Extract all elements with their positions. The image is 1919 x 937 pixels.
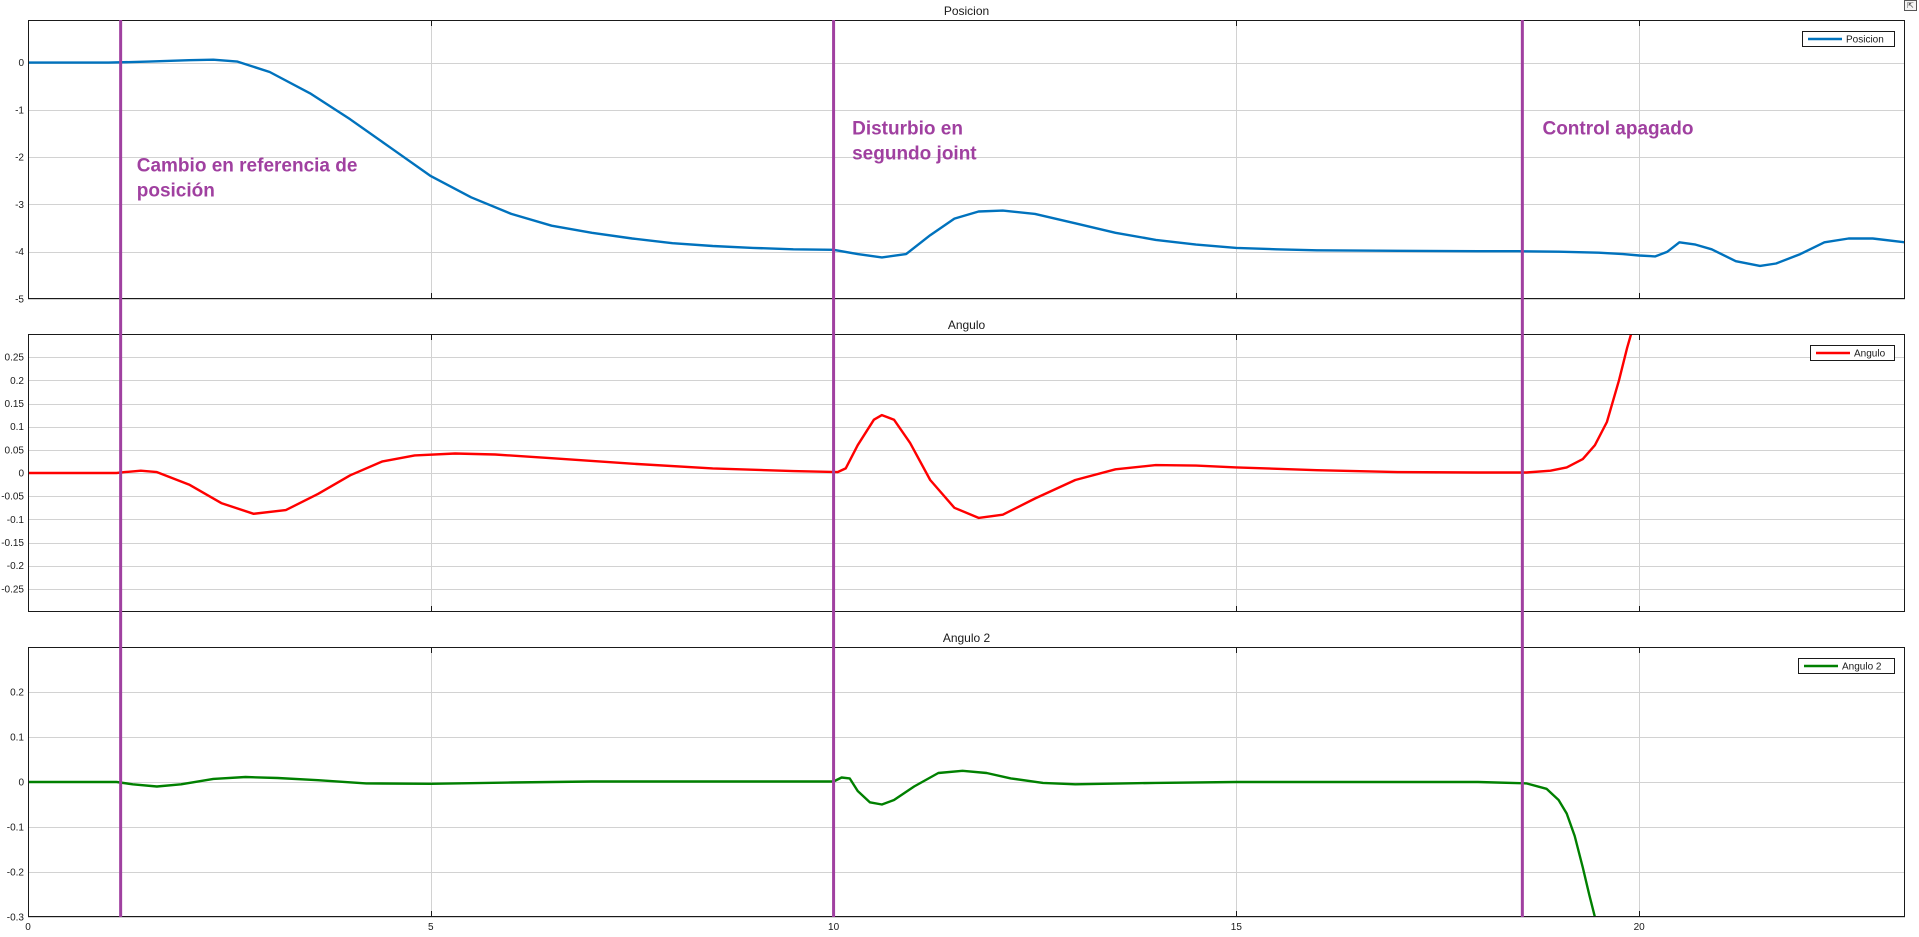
legend-label: Posicion [1846, 35, 1884, 46]
event-annotation: Cambio en referencia de posición [137, 155, 358, 201]
y-tick-label: 0.1 [10, 733, 24, 744]
panel-title: Angulo [948, 318, 986, 332]
panel-title: Posicion [944, 4, 989, 18]
y-tick-label: -0.1 [7, 823, 25, 834]
x-tick-label: 5 [428, 922, 434, 933]
legend-box [1810, 345, 1895, 361]
y-tick-label: -5 [15, 295, 24, 306]
y-tick-label: 0.25 [5, 353, 25, 364]
series-line-posicion [28, 58, 1905, 268]
event-annotations: Cambio en referencia de posición Disturbio… [137, 118, 1694, 201]
event-annotation: Disturbio en segundo joint [852, 118, 977, 164]
axes-box [28, 334, 1905, 612]
legend-box [1798, 658, 1895, 674]
y-tick-label: -0.05 [1, 492, 24, 503]
axes-box [28, 20, 1905, 299]
series-line-angulo-2 [28, 769, 1597, 917]
x-tick-label: 20 [1634, 922, 1646, 933]
event-markers [119, 20, 1524, 917]
y-tick-label: 0.2 [10, 688, 24, 699]
y-tick-label: -0.2 [7, 868, 25, 879]
legend[interactable]: Posicion [1802, 31, 1895, 47]
y-tick-label: -0.15 [1, 538, 24, 549]
undock-icon[interactable]: ⇱ [1904, 0, 1917, 11]
x-tick-label: 10 [828, 922, 840, 933]
panel-angulo: 0.25 0.2 0.15 0.1 0.05 0 -0.05 -0.1 -0.15 -0.2 -0.… [1, 318, 1905, 612]
event-annotation: Control apagado [1542, 118, 1693, 139]
legend-label: Angulo 2 [1842, 662, 1882, 673]
legend[interactable]: Angulo [1810, 345, 1895, 361]
y-tick-label: 0.05 [5, 445, 25, 456]
legend[interactable]: Angulo 2 [1798, 658, 1895, 674]
x-tick-label: 15 [1231, 922, 1243, 933]
series-line-angulo [28, 334, 1633, 520]
y-tick-label: -3 [15, 200, 24, 211]
y-tick-label: -4 [15, 247, 24, 258]
y-tick-label: 0 [18, 469, 24, 480]
panel-posicion: 0 -1 -2 -3 -4 -5 Posicion Posicion [15, 4, 1905, 306]
axes-box [28, 647, 1905, 917]
legend-label: Angulo [1854, 349, 1886, 360]
panel-title: Angulo 2 [943, 631, 991, 645]
y-tick-label: 0 [18, 778, 24, 789]
y-tick-label: 0.2 [10, 376, 24, 387]
y-tick-label: -0.25 [1, 584, 24, 595]
y-tick-label: 0 [18, 58, 24, 69]
x-tick-label: 0 [25, 922, 31, 933]
y-tick-label: -0.3 [7, 913, 25, 924]
y-tick-label: -0.2 [7, 561, 25, 572]
y-tick-label: -2 [15, 153, 24, 164]
y-tick-label: 0.1 [10, 422, 24, 433]
legend-box [1802, 31, 1895, 47]
y-tick-label: -0.1 [7, 515, 25, 526]
y-tick-label: -1 [15, 105, 24, 116]
y-tick-label: 0.15 [5, 399, 25, 410]
